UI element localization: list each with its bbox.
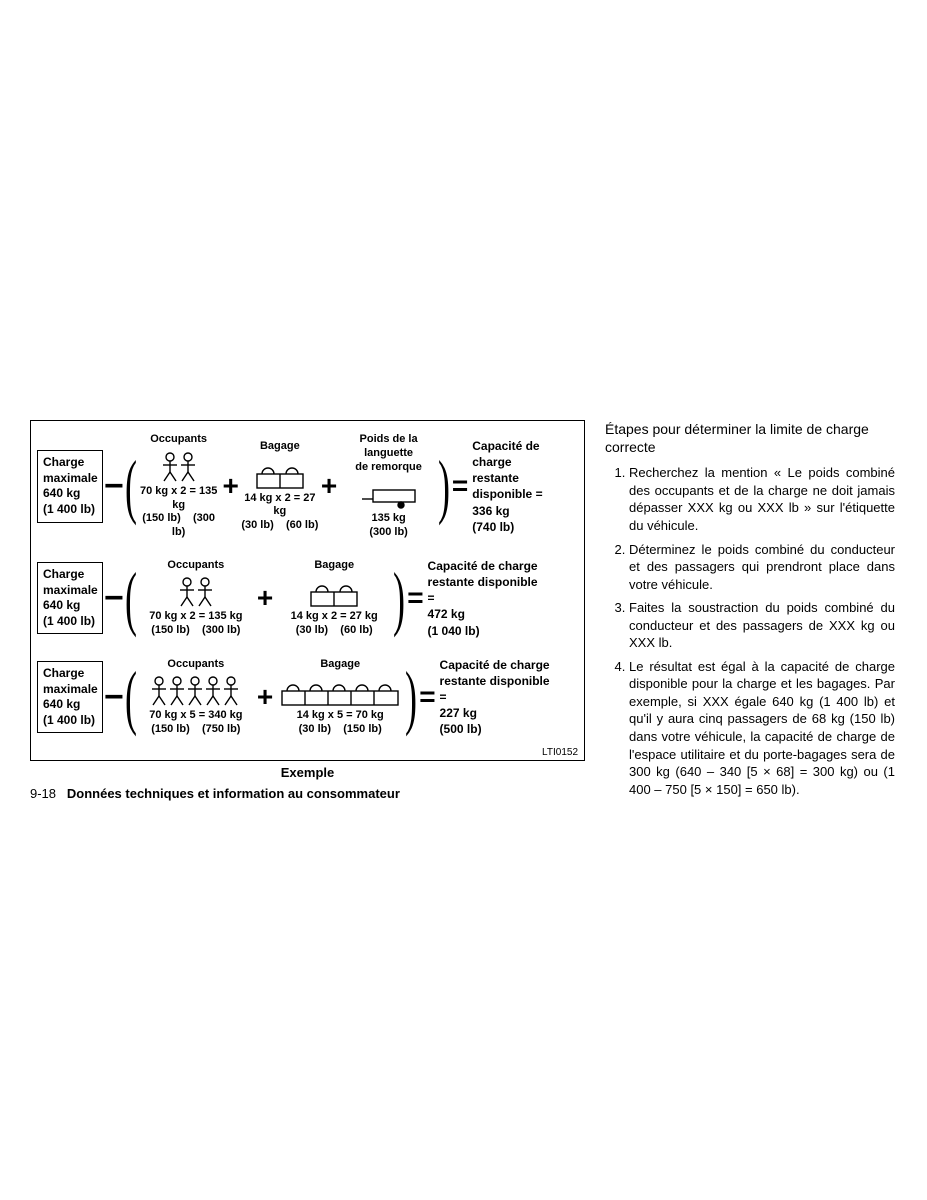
step-item: Recherchez la mention « Le poids combiné… [629,464,895,534]
page: Charge maximale 640 kg (1 400 lb) − ( Oc… [0,0,927,834]
plus-op: + [255,683,275,711]
trailer-icon [339,477,438,509]
luggage-icon [275,674,405,706]
charge-line: 640 kg [43,486,97,502]
diagram-box: Charge maximale 640 kg (1 400 lb) − ( Oc… [30,420,585,761]
charge-line: (1 400 lb) [43,502,97,518]
right-column: Étapes pour déterminer la limite de char… [605,420,895,804]
charge-line: Charge [43,455,97,471]
charge-max-box: Charge maximale 640 kg (1 400 lb) [37,562,103,634]
step-item: Déterminez le poids combiné du conducteu… [629,541,895,594]
bagage-values: 14 kg x 2 = 27 kg (30 lb) (60 lb) [241,492,319,533]
left-column: Charge maximale 640 kg (1 400 lb) − ( Oc… [30,420,585,804]
diagram-caption: Exemple [30,765,585,780]
charge-max-box: Charge maximale 640 kg (1 400 lb) [37,450,103,522]
occupants-icon [137,575,255,607]
occupants-term: Occupants 70 kg x 2 = 135 kg (150 lb) (3… [137,559,255,638]
page-number: 9-18 [30,786,56,801]
occupants-term: Occupants 70 kg x 5 = 340 kg (150 lb) ( [137,658,255,737]
equation-row-3: Charge maximale 640 kg (1 400 lb) − ( Oc… [37,657,578,738]
luggage-icon [241,457,319,489]
bracket-close: ) [405,670,417,724]
bracket-close: ) [438,459,450,513]
result-text: Capacité de charge restante disponible =… [426,558,546,639]
section-heading: Étapes pour déterminer la limite de char… [605,420,895,456]
bagage-term: Bagage 14 kg x 2 = 27 kg (30 lb) (60 lb) [241,440,319,533]
charge-max-box: Charge maximale 640 kg (1 400 lb) [37,661,103,733]
plus-op: + [220,472,240,500]
charge-line: maximale [43,471,97,487]
occupants-label: Occupants [137,433,221,447]
bracket-open: ( [125,670,137,724]
result-text: Capacité de charge restante disponible =… [470,438,578,535]
result-text: Capacité de charge restante disponible =… [438,657,558,738]
bracket-open: ( [125,571,137,625]
equals-op: = [417,683,437,711]
page-footer: 9-18 Données techniques et information a… [30,786,585,801]
bagage-term: Bagage 14 kg x 5 = 70 kg (30 lb) (150 lb… [275,658,405,737]
minus-op: − [103,469,125,503]
trailer-values: 135 kg (300 lb) [339,512,438,540]
minus-op: − [103,581,125,615]
equation-row-1: Charge maximale 640 kg (1 400 lb) − ( Oc… [37,433,578,540]
occupants-icon [137,450,221,482]
bracket-close: ) [393,571,405,625]
occupants-term: Occupants 70 kg x 2 = 135 kg (150 lb) (3… [137,433,221,540]
steps-list: Recherchez la mention « Le poids combiné… [605,464,895,798]
minus-op: − [103,680,125,714]
step-item: Le résultat est égal à la capacité de ch… [629,658,895,798]
equals-op: = [405,584,425,612]
occupants-values: 70 kg x 2 = 135 kg (150 lb) (300 lb) [137,485,221,540]
bagage-label: Bagage [241,440,319,454]
step-item: Faites la soustraction du poids combiné … [629,599,895,652]
occupants-icon [137,674,255,706]
equation-row-2: Charge maximale 640 kg (1 400 lb) − ( Oc… [37,558,578,639]
plus-op: + [319,472,339,500]
footer-title: Données techniques et information au con… [67,786,400,801]
image-code: LTI0152 [542,747,578,758]
trailer-term: Poids de la languette de remorque 135 kg… [339,433,438,540]
bagage-term: Bagage 14 kg x 2 = 27 kg (30 lb) (60 lb) [275,559,393,638]
luggage-icon [275,575,393,607]
bracket-open: ( [125,459,137,513]
plus-op: + [255,584,275,612]
equals-op: = [450,472,470,500]
trailer-label: Poids de la languette de remorque [339,433,438,474]
